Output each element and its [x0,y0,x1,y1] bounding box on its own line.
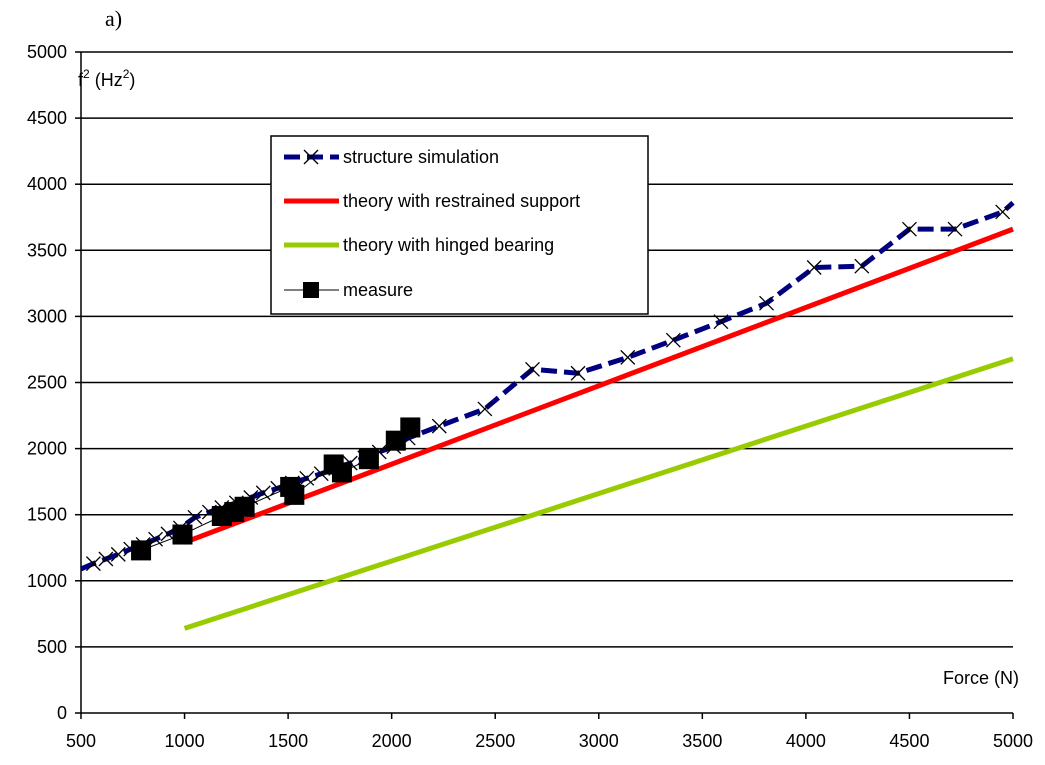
simulation-point-37 [995,204,1011,220]
simulation-point-29 [620,349,636,365]
legend-label-2: theory with hinged bearing [343,235,554,255]
simulation-point-32 [759,295,774,311]
simulation-point-3 [110,546,126,562]
simulation-point-9 [187,509,203,525]
measure-point-1 [172,524,193,545]
series-1 [183,226,1014,545]
simulation-point-1 [85,556,101,572]
legend-item-1: theory with restrained support [284,191,580,211]
series-line-1 [183,226,1014,545]
legend-box [270,135,649,315]
y-tick-label-5000: 5000 [27,42,67,62]
simulation-point-17 [299,470,315,486]
x-tick-label-4000: 4000 [786,731,826,751]
x-axis-label: Force (N) [943,668,1019,688]
axes [75,51,1014,719]
y-tick-label-2500: 2500 [27,373,67,393]
measure-point-0 [131,540,152,561]
y-tick-label-3500: 3500 [27,240,67,260]
y-axis-label: f2 (Hz2) [78,67,135,90]
simulation-point-28 [570,365,586,381]
simulation-point-2 [98,551,114,567]
y-tick-label-0: 0 [57,703,67,723]
y-tick-label-3000: 3000 [27,306,67,326]
simulation-point-31 [713,314,729,330]
series-layer [80,200,1015,631]
x-tick-label-4500: 4500 [889,731,929,751]
legend-marker-0 [303,149,319,165]
simulation-point-14 [255,485,271,501]
panel-label: a) [105,6,122,31]
y-tick-label-1500: 1500 [27,505,67,525]
simulation-point-35 [901,221,917,237]
y-tick-label-4000: 4000 [27,174,67,194]
simulation-point-27 [525,361,540,377]
series-3 [131,417,421,561]
measure-point-4 [234,496,255,517]
simulation-point-33 [806,260,822,275]
legend-item-0: structure simulation [284,147,499,167]
series-line-2 [183,356,1014,631]
x-tick-label-1500: 1500 [268,731,308,751]
y-tick-label-2000: 2000 [27,439,67,459]
legend-label-1: theory with restrained support [343,191,580,211]
y-tick-label-500: 500 [37,637,67,657]
legend: structure simulation theory with restrain… [270,135,649,315]
simulation-point-26 [477,401,493,417]
x-tick-label-3000: 3000 [579,731,619,751]
legend-item-3: measure [284,280,413,300]
simulation-point-34 [854,258,870,274]
y-tick-label-4500: 4500 [27,108,67,128]
measure-point-6 [284,484,305,505]
x-tick-label-1000: 1000 [165,731,205,751]
simulation-point-25 [431,418,447,434]
series-line-simulation [80,200,1015,572]
legend-item-2: theory with hinged bearing [284,235,554,255]
x-tick-label-500: 500 [66,731,96,751]
legend-label-3: measure [343,280,413,300]
legend-marker-3 [303,282,319,298]
legend-label-0: structure simulation [343,147,499,167]
measure-point-8 [331,462,352,483]
measure-point-9 [358,449,379,470]
simulation-point-36 [947,221,963,237]
x-tick-label-3500: 3500 [682,731,722,751]
x-tick-label-2000: 2000 [372,731,412,751]
x-tick-label-5000: 5000 [993,731,1033,751]
simulation-point-30 [665,332,681,348]
x-tick-label-2500: 2500 [475,731,515,751]
x-tick-labels: 500 1000 1500 2000 2500 3000 3500 4000 4500 5000 [66,731,1033,751]
measure-point-11 [400,417,421,438]
y-tick-label-1000: 1000 [27,571,67,591]
series-2 [183,356,1014,631]
y-tick-labels: 0 500 1000 1500 2000 2500 3000 3500 4000 4500 5000 [27,42,67,723]
